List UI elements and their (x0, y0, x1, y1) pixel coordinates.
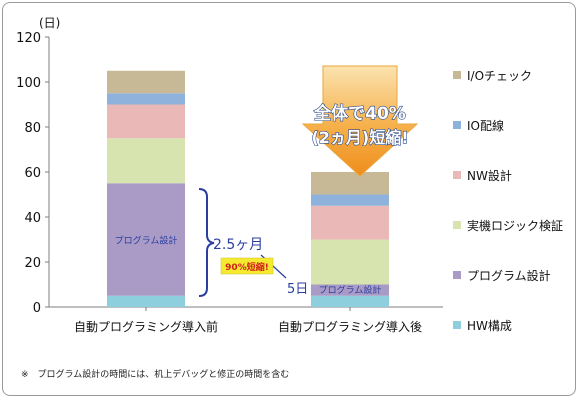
legend-swatch (453, 321, 461, 329)
y-tick-label: 20 (24, 256, 41, 271)
reduction-badge-box (220, 257, 274, 275)
footnote: ※ プログラム設計の時間には、机上デバッグと修正の時間を含む (21, 370, 290, 380)
bar-segment (311, 172, 389, 195)
legend-swatch (453, 271, 461, 279)
y-tick-label: 120 (16, 31, 41, 46)
bar-segment (107, 104, 185, 139)
big-arrow-shape (301, 65, 419, 177)
bar-segment (311, 284, 389, 296)
duration-before-label: 2.5ヶ月 (213, 237, 263, 253)
bar-segment (311, 194, 389, 206)
bar-segment (107, 183, 185, 296)
bar-segment (107, 295, 185, 307)
bar-segment (311, 205, 389, 240)
chart-frame: 0 20 40 60 80 100 120 (日) 自動プログラミング導入前 自動プログラミング導… (2, 2, 576, 396)
legend-swatch (453, 71, 461, 79)
legend-label: HW構成 (467, 319, 512, 333)
y-tick-label: 40 (24, 211, 41, 226)
reduction-badge-text: 90%短縮! (225, 261, 269, 273)
bar-segment-label-before: プログラム設計 (115, 235, 178, 247)
bar-segment (107, 70, 185, 94)
legend-label: プログラム設計 (467, 268, 551, 283)
y-tick-label: 100 (16, 76, 41, 91)
legend-label: 実機ロジック検証 (467, 218, 563, 233)
legend-label: I/Oチェック (467, 69, 532, 83)
bar-segment (107, 93, 185, 105)
stacked-bar-chart: 0 20 40 60 80 100 120(日) 自動プログラミング導入前 自動プログラミング導… (16, 16, 563, 334)
legend-label: NW設計 (467, 168, 512, 183)
x-category-label: 自動プログラミング導入前 (74, 319, 218, 334)
legend-label: IO配線 (467, 118, 504, 133)
bar-segment (311, 239, 389, 285)
y-tick-label: 0 (33, 301, 41, 316)
y-unit-label: (日) (39, 16, 60, 30)
y-tick-label: 80 (24, 121, 41, 136)
y-tick-label: 60 (24, 166, 41, 181)
brace-bracket (198, 188, 215, 297)
legend-swatch (453, 121, 461, 129)
bar-segment-label-after: プログラム設計 (319, 284, 382, 296)
legend-swatch (453, 221, 461, 229)
arrow-text-line2: (2ヵ月)短縮! (311, 128, 408, 147)
duration-after-label: 5日 (287, 282, 308, 297)
bar-segment (311, 295, 389, 307)
bar-segment (107, 138, 185, 184)
legend-swatch (453, 171, 461, 179)
x-category-label: 自動プログラミング導入後 (278, 320, 422, 334)
arrow-text-line1: 全体で40% (313, 103, 406, 124)
